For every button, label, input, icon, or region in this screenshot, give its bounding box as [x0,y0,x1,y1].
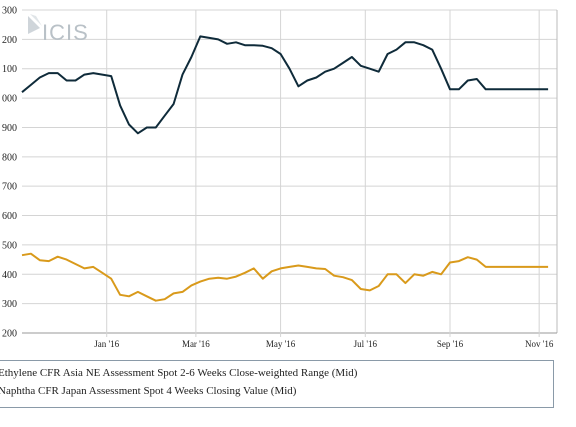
x-axis-ticks: Jan '16 Mar '16 May '16 Jul '16 Sep '16 Nov '… [94,339,554,349]
series-line-naphtha [21,252,549,302]
y-tick-label: 500 [2,240,17,251]
icis-logo-icon [28,14,42,34]
x-tick-label: Jul '16 [354,339,378,349]
y-tick-label: 200 [2,35,17,46]
x-tick-label: Mar '16 [182,339,210,349]
y-tick-label: 100 [2,64,17,75]
y-tick-label: 800 [2,152,17,163]
x-tick-label: Jan '16 [94,339,119,349]
y-tick-label: 300 [2,6,17,17]
x-tick-label: May '16 [266,339,296,349]
y-tick-label: 700 [2,182,17,193]
x-tick-label: Nov '16 [525,339,554,349]
y-tick-label: 600 [2,211,17,222]
y-tick-label: 200 [2,329,17,340]
y-tick-label: 400 [2,270,17,281]
y-tick-label: 900 [2,123,17,134]
watermark-text: ICIS [42,20,89,45]
y-axis-ticks: 300 200 100 000 900 800 700 600 500 400 300 200 [2,6,17,340]
series-lines [21,35,549,302]
legend-item-ethylene: Ethylene CFR Asia NE Assessment Spot 2-6… [0,367,358,379]
legend-item-naphtha: Naphtha CFR Japan Assessment Spot 4 Week… [0,385,297,397]
series-line-ethylene [21,35,549,135]
y-tick-label: 300 [2,299,17,310]
line-chart: 300 200 100 000 900 800 700 600 500 400 300 200 Jan… [2,6,558,349]
x-tick-label: Sep '16 [437,339,464,349]
icis-watermark: ICIS [28,14,89,45]
legend: Ethylene CFR Asia NE Assessment Spot 2-6… [0,360,554,408]
y-tick-label: 000 [2,94,17,105]
grid [22,9,558,337]
